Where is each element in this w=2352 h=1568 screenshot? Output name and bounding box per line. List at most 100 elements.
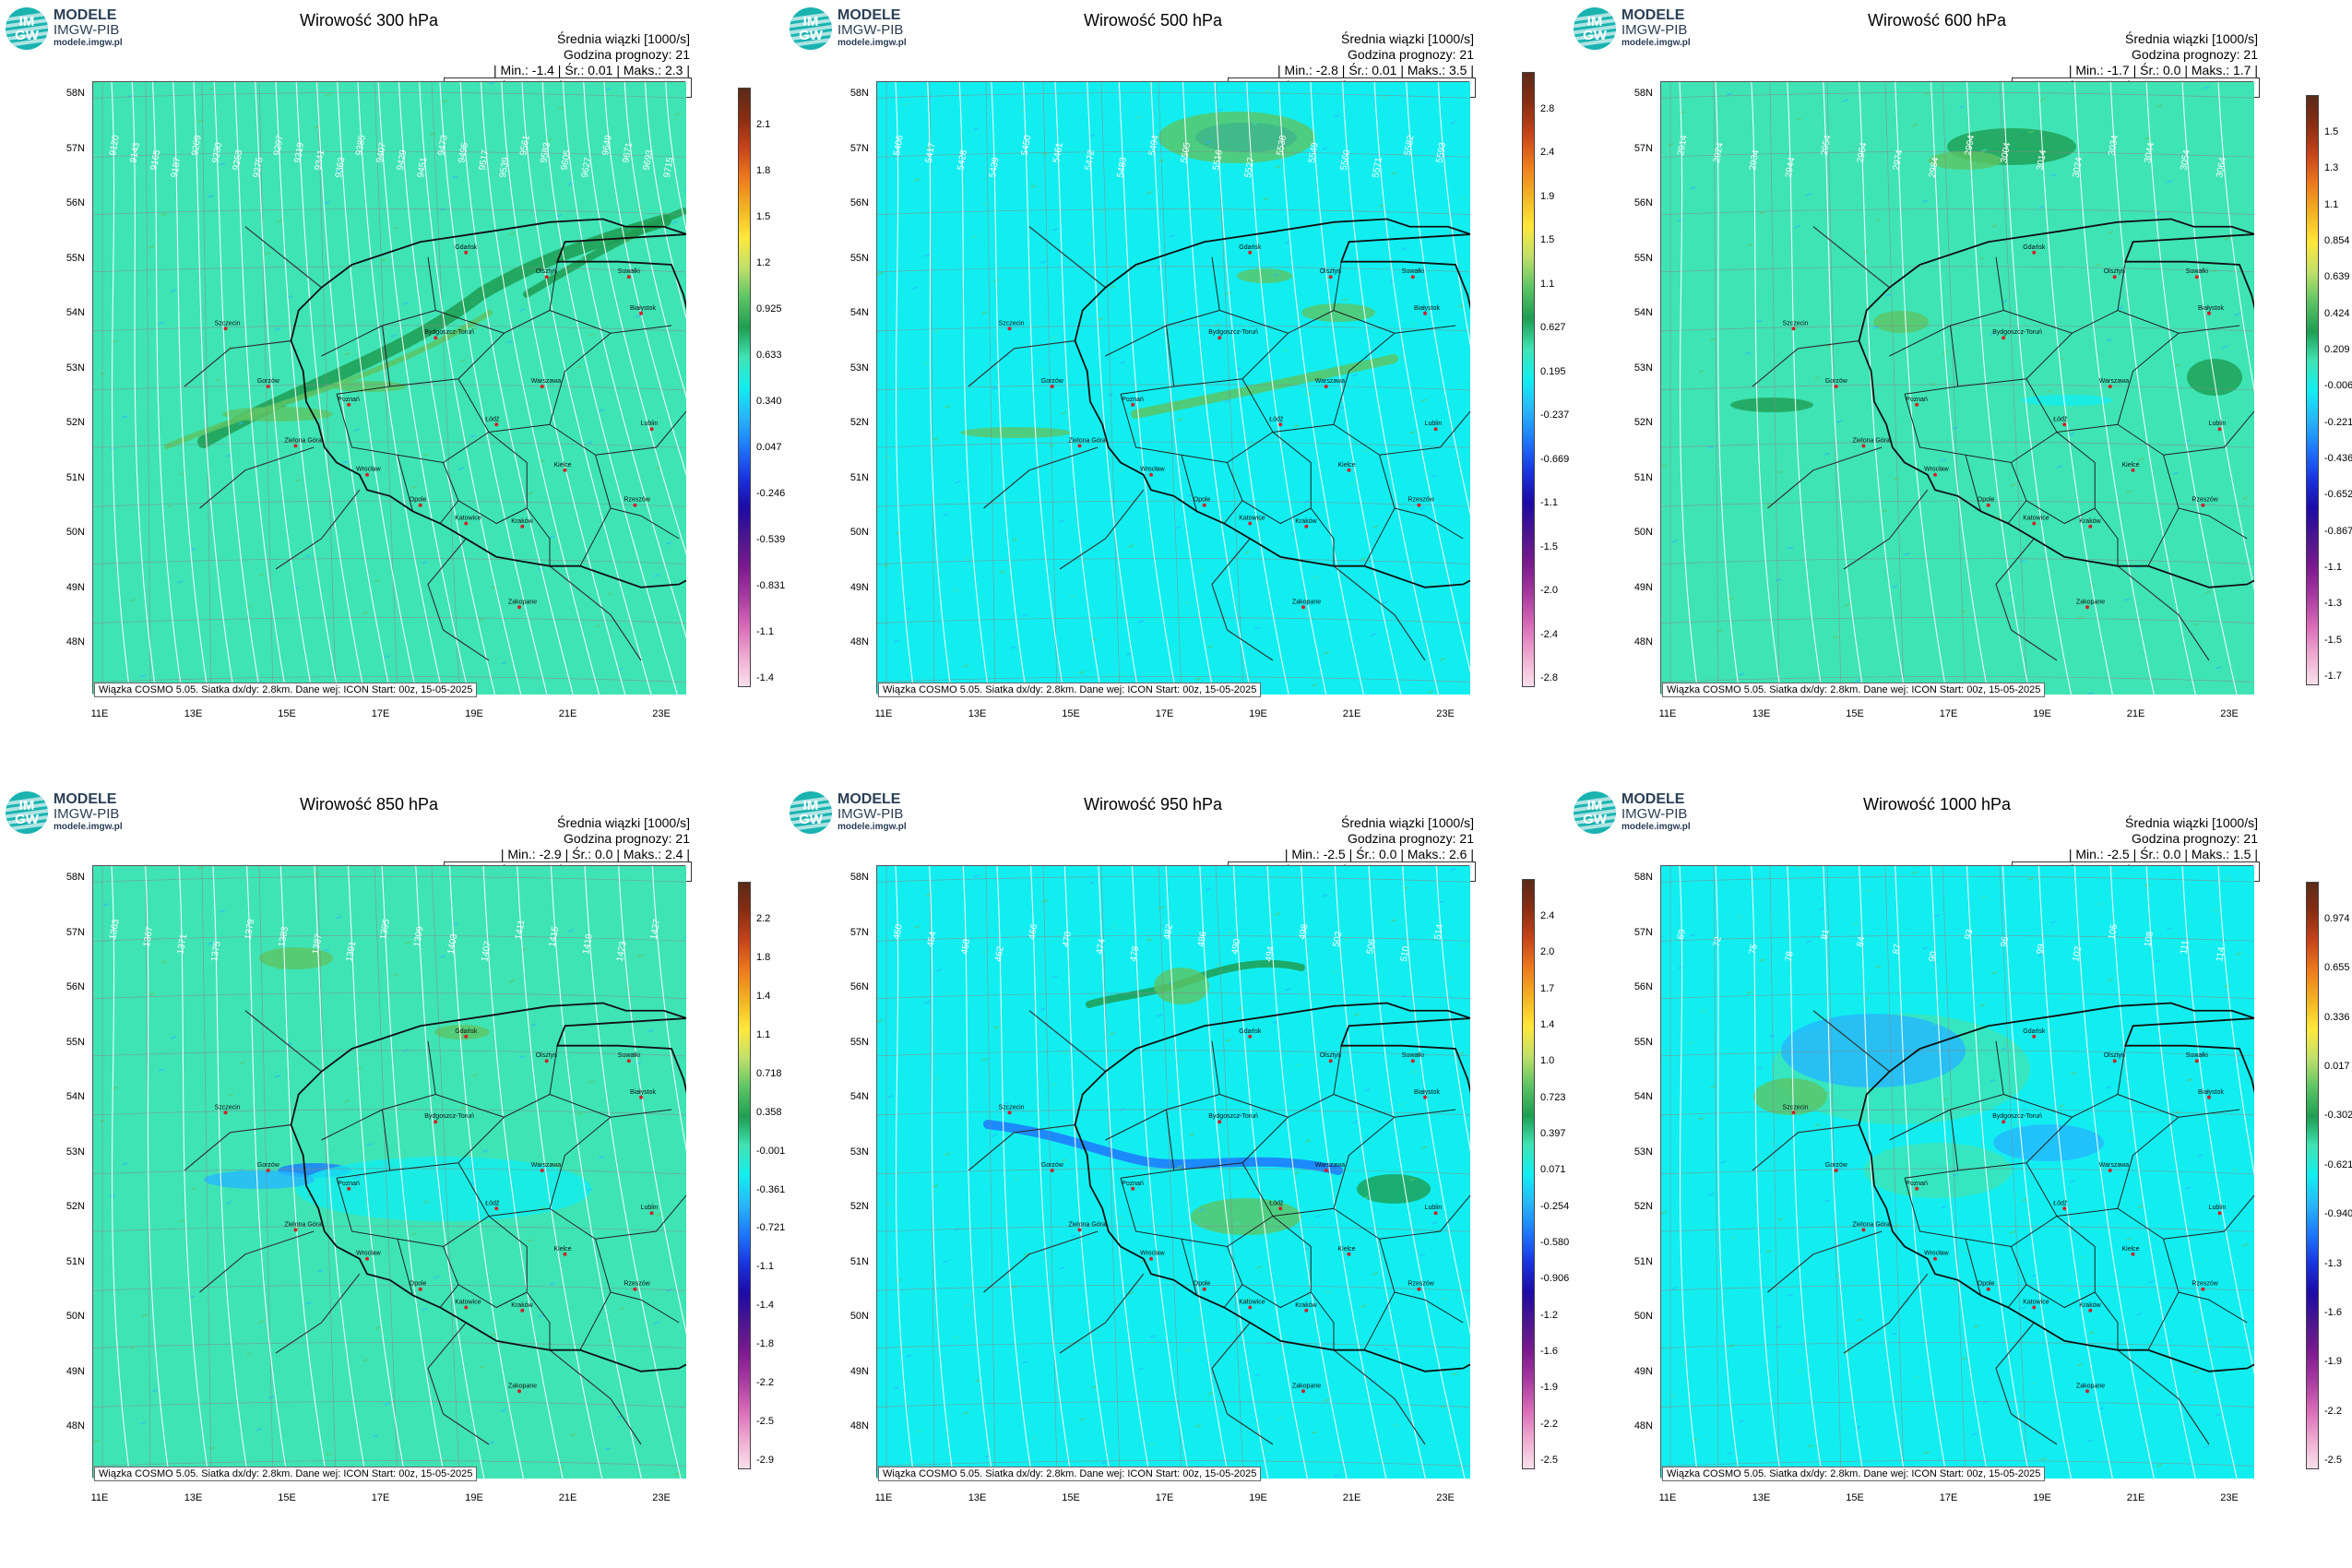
colorbar-tick-label: -0.669 <box>1540 453 1570 465</box>
logo-line-1: MODELE <box>53 791 117 807</box>
city-label: Szczecin <box>999 1104 1025 1111</box>
height-contours: 2914 2924 2934 2944 2954 2964 2974 2984 2994 3004… <box>1676 82 2254 695</box>
contour-label: 9230 <box>210 141 224 163</box>
panel-title: Wirowość 600 hPa <box>1867 11 2007 30</box>
city-marker <box>2032 1034 2037 1039</box>
contour-label: 1383 <box>277 925 291 947</box>
contour-label: 5461 <box>1051 141 1065 163</box>
colorbar-tick-label: -0.001 <box>756 1145 786 1157</box>
longitude-label: 21E <box>2126 708 2145 719</box>
city-label: Katowice <box>455 1300 481 1306</box>
contour-label: 510 <box>1399 945 1412 963</box>
city-marker <box>434 1120 438 1124</box>
imgw-logo: IM GW MODELE IMGW-PIB modele.imgw.pl <box>790 6 919 52</box>
latitude-label: 49N <box>849 1365 869 1377</box>
contour-label: 9275 <box>252 156 266 178</box>
city-marker <box>1834 1169 1838 1172</box>
city-label: Białystok <box>2198 1089 2225 1096</box>
city-label: Wrocław <box>356 1251 382 1257</box>
city-marker <box>347 402 351 407</box>
city-label: Kielce <box>1338 462 1356 469</box>
longitude-label: 13E <box>184 708 203 719</box>
field-description: Średnia wiązki [1000/s] <box>2125 31 2258 46</box>
latitude-label: 50N <box>849 1311 869 1322</box>
city-label: Poznań <box>1906 397 1928 403</box>
city-label: Warszawa <box>2099 378 2130 385</box>
city-marker <box>1077 1228 1082 1232</box>
contour-label: 5439 <box>988 156 1002 178</box>
latitude-label: 48N <box>65 636 85 647</box>
vorticity-patch <box>1154 968 1209 1004</box>
latitude-label: 49N <box>65 1365 85 1377</box>
logo-badge-bottom: GW <box>15 812 39 827</box>
city-label: Rzeszów <box>624 1281 650 1288</box>
city-marker <box>434 336 438 340</box>
colorbar-tick-label: -1.7 <box>2324 671 2342 682</box>
colorbar-tick-label: 0.974 <box>2324 913 2350 924</box>
colorbar-tick-label: -1.4 <box>756 672 774 683</box>
city-label: Białystok <box>630 1089 657 1096</box>
logo-badge-top: IM <box>802 14 819 30</box>
contour-label: 9187 <box>170 156 184 178</box>
colorbar-tick-label: -2.5 <box>2324 1455 2342 1466</box>
contour-label: 5527 <box>1243 156 1257 178</box>
contour-label: 9649 <box>600 134 614 156</box>
city-marker <box>1304 524 1309 529</box>
colorbar-tick-label: 2.8 <box>1540 103 1555 114</box>
city-marker <box>2032 521 2037 526</box>
latitude-label: 57N <box>1633 142 1653 154</box>
contour-label: 9253 <box>232 148 245 171</box>
city-label: Poznań <box>338 397 360 403</box>
latitude-label: 52N <box>1633 417 1653 428</box>
city-label: Gdańsk <box>1239 244 1262 251</box>
model-footer: Wiązka COSMO 5.05. Siatka dx/dy: 2.8km. … <box>1662 1467 2046 1481</box>
city-marker <box>2217 1211 2222 1216</box>
city-marker <box>2085 1389 2089 1394</box>
city-label: Łódź <box>2053 416 2068 422</box>
logo-line-2: IMGW-PIB <box>53 806 120 822</box>
city-marker <box>626 1059 631 1063</box>
contour-label: 9120 <box>108 134 122 156</box>
field-description: Średnia wiązki [1000/s] <box>2125 815 2258 830</box>
latitude-label: 51N <box>1633 1255 1653 1267</box>
contour-label: 1375 <box>209 940 223 962</box>
city-label: Kraków <box>1295 518 1317 525</box>
contour-label: 108 <box>2143 931 2156 948</box>
forecast-hour: Godzina prognozy: 21 <box>2132 831 2258 846</box>
city-marker <box>1328 1059 1333 1063</box>
contour-label: 5483 <box>1115 156 1129 178</box>
latitude-label: 57N <box>65 142 85 154</box>
contour-label: 3054 <box>2179 148 2192 171</box>
contour-label: 494 <box>1264 945 1277 963</box>
longitude-label: 13E <box>1752 708 1771 719</box>
contour-label: 5582 <box>1403 134 1417 156</box>
colorbar-tick-label: 2.2 <box>756 913 771 924</box>
forecast-hour: Godzina prognozy: 21 <box>1348 831 1474 846</box>
contour-label: 1423 <box>615 940 629 962</box>
city-label: Wrocław <box>356 467 382 473</box>
colorbar-tick-label: -0.302 <box>2324 1110 2352 1122</box>
vorticity-patch <box>296 1157 591 1221</box>
city-marker <box>1410 1059 1415 1063</box>
city-label: Warszawa <box>2099 1162 2130 1169</box>
city-label: Opole <box>410 1281 427 1288</box>
city-label: Gorzów <box>1825 1162 1848 1169</box>
longitude-label: 19E <box>2033 708 2051 719</box>
city-label: Kielce <box>2122 1246 2140 1253</box>
contour-label: 5571 <box>1371 156 1384 178</box>
longitude-label: 19E <box>2033 1492 2051 1503</box>
forecast-panel: IM GW MODELE IMGW-PIB modele.imgw.pl Wirowość… <box>0 0 784 784</box>
city-label: Warszawa <box>531 1162 562 1169</box>
colorbar-tick-label: -2.2 <box>1540 1418 1558 1430</box>
city-label: Zakopane <box>508 1383 537 1389</box>
contour-label: 5450 <box>1020 134 1034 156</box>
contour-label: 5505 <box>1180 141 1194 163</box>
city-label: Opole <box>1194 497 1211 504</box>
city-marker <box>1248 250 1253 255</box>
city-label: Warszawa <box>1315 1162 1346 1169</box>
city-label: Katowice <box>1239 516 1265 522</box>
field-description: Średnia wiązki [1000/s] <box>1341 815 1474 830</box>
city-label: Szczecin <box>1783 1104 1809 1111</box>
city-marker <box>1986 503 1990 507</box>
city-marker <box>223 327 228 331</box>
